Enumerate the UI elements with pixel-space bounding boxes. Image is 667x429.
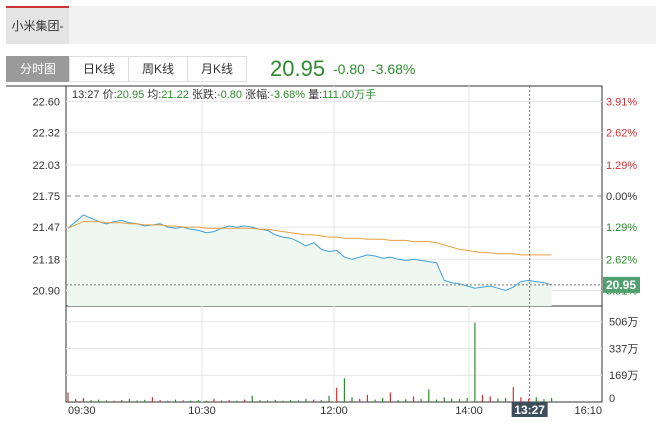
volume-tick-label: 506万 [609,317,638,329]
tab-monthly-k[interactable]: 月K线 [187,56,247,82]
y-tick-label: 21.75 [32,191,60,203]
title-bar: 小米集团-W [6,6,656,69]
info-bar-segment: 量: [308,88,322,101]
current-price: 20.95 [270,56,326,81]
crosshair-price-box [603,276,640,293]
price-change-pct: -3.68% [371,61,416,77]
y-tick-right-label: 3.91% [606,97,637,109]
info-bar-segment: -3.68% [270,89,308,101]
volume-tick-label: 0 [609,393,615,405]
info-bar-segment: 涨幅: [245,88,270,101]
crosshair-price-label: 20.95 [606,278,636,292]
x-tick-label: 12:00 [320,405,348,417]
y-tick-right-label: 1.29% [606,160,637,172]
x-tick-label: 09:30 [68,405,96,417]
info-bar-segment: 13:27 [72,89,103,101]
y-tick-label: 22.03 [32,160,60,172]
crosshair-time-label: 13:27 [514,403,545,417]
tab-daily-k[interactable]: 日K线 [69,56,129,82]
tab-minute[interactable]: 分时图 [6,56,70,82]
y-tick-label: 21.47 [32,222,60,234]
price-change: -0.80 [333,61,365,77]
info-bar-segment: -0.80 [217,89,245,101]
x-tick-label: 16:10 [574,405,602,417]
volume-tick-label: 169万 [609,370,638,382]
price-area [68,214,552,306]
y-tick-right-label: 0.00% [606,191,637,203]
info-bar-segment: 21.22 [161,89,192,101]
x-tick-label: 14:00 [455,405,483,417]
y-tick-label: 21.18 [32,254,60,266]
y-tick-label: 20.90 [32,285,60,297]
stock-name-tab[interactable]: 小米集团-W [6,6,69,69]
tab-weekly-k[interactable]: 周K线 [128,56,188,82]
price-line [67,214,552,291]
info-bar-segment: 价: [103,88,117,101]
info-bar-segment: 111.00万手 [322,87,376,101]
y-tick-right-label: 2.62% [606,254,637,266]
y-tick-right-label: 2.62% [606,128,637,140]
info-bar-segment: 张跌: [192,87,217,101]
y-tick-label: 22.60 [32,97,60,109]
average-line [67,221,552,256]
volume-tick-label: 337万 [609,344,638,356]
crosshair-time-box [511,402,548,417]
info-bar-segment: 20.95 [117,89,148,101]
info-bar-segment: 均: [147,88,161,101]
y-tick-right-label: 1.29% [606,222,637,234]
y-tick-label: 22.32 [32,128,60,140]
info-bar: 13:27 价:20.95 均:21.22 张跌:-0.80 涨幅:-3.68%… [72,87,376,101]
x-tick-label: 10:30 [188,405,216,417]
